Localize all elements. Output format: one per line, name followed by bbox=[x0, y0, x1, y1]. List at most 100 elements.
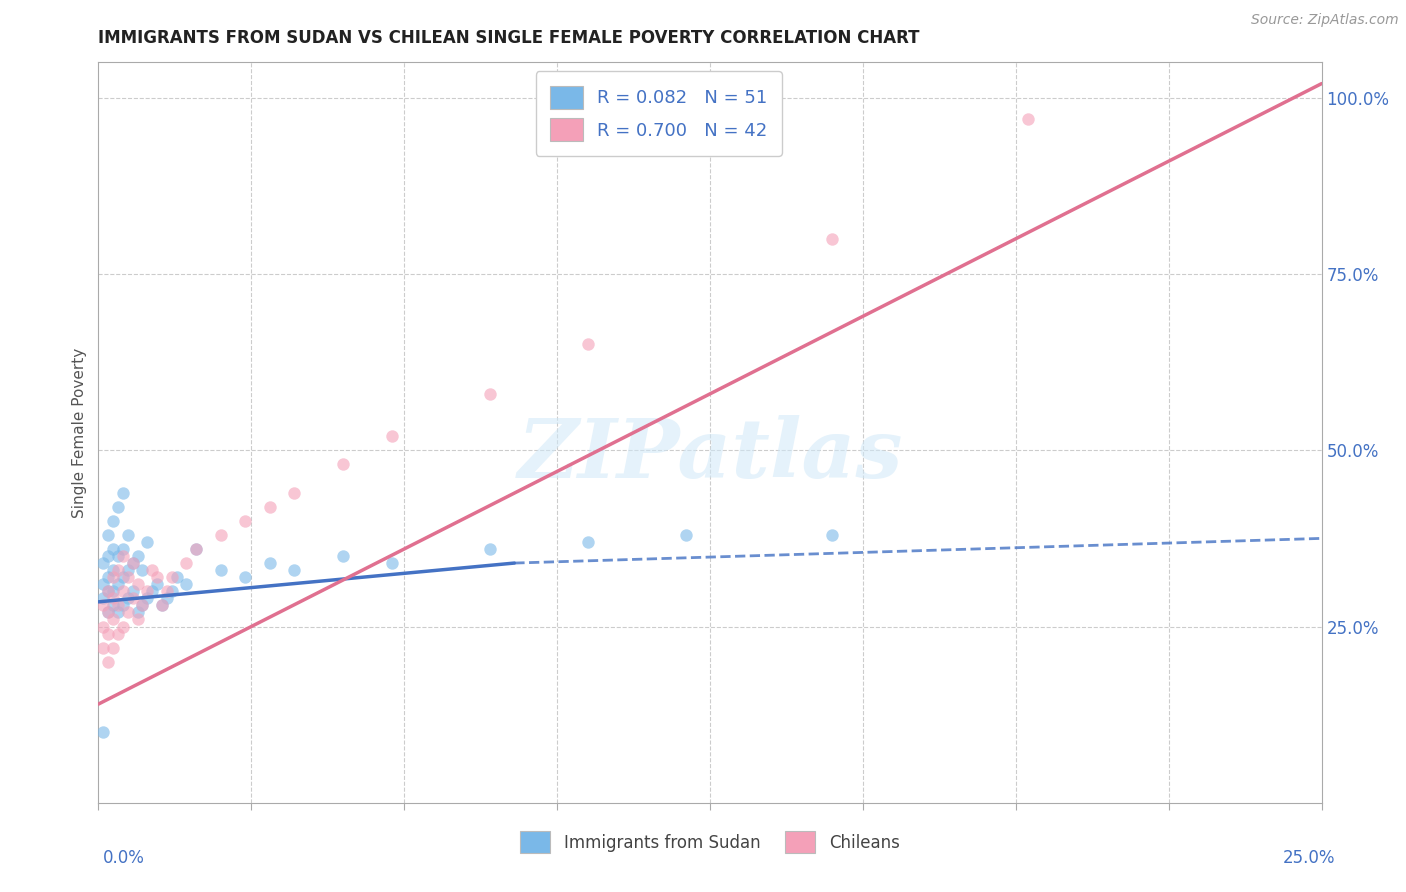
Point bbox=[332, 549, 354, 563]
Point bbox=[107, 563, 129, 577]
Point bbox=[127, 612, 149, 626]
Point bbox=[166, 570, 188, 584]
Point bbox=[101, 563, 124, 577]
Point bbox=[156, 591, 179, 606]
Point bbox=[97, 584, 120, 599]
Text: ZIPatlas: ZIPatlas bbox=[517, 415, 903, 495]
Point bbox=[101, 612, 124, 626]
Point bbox=[160, 570, 183, 584]
Point bbox=[576, 337, 599, 351]
Point bbox=[97, 584, 120, 599]
Point bbox=[136, 584, 159, 599]
Text: 25.0%: 25.0% bbox=[1284, 849, 1336, 867]
Point bbox=[478, 541, 501, 556]
Y-axis label: Single Female Poverty: Single Female Poverty bbox=[72, 348, 87, 517]
Point bbox=[176, 577, 198, 591]
Point bbox=[91, 556, 114, 570]
Point bbox=[186, 541, 208, 556]
Point bbox=[233, 514, 256, 528]
Point bbox=[141, 563, 163, 577]
Point bbox=[97, 655, 120, 669]
Point bbox=[209, 528, 232, 542]
Point bbox=[127, 577, 149, 591]
Point bbox=[111, 485, 134, 500]
Point bbox=[121, 591, 143, 606]
Point bbox=[121, 584, 143, 599]
Legend: Immigrants from Sudan, Chileans: Immigrants from Sudan, Chileans bbox=[512, 823, 908, 861]
Point bbox=[141, 584, 163, 599]
Point bbox=[111, 584, 134, 599]
Text: Source: ZipAtlas.com: Source: ZipAtlas.com bbox=[1251, 13, 1399, 28]
Point bbox=[101, 514, 124, 528]
Point bbox=[283, 485, 305, 500]
Text: IMMIGRANTS FROM SUDAN VS CHILEAN SINGLE FEMALE POVERTY CORRELATION CHART: IMMIGRANTS FROM SUDAN VS CHILEAN SINGLE … bbox=[98, 29, 920, 47]
Point bbox=[107, 599, 129, 613]
Point bbox=[131, 599, 153, 613]
Point bbox=[107, 549, 129, 563]
Point bbox=[111, 570, 134, 584]
Point bbox=[101, 541, 124, 556]
Point bbox=[821, 528, 844, 542]
Point bbox=[97, 606, 120, 620]
Point bbox=[121, 556, 143, 570]
Point bbox=[332, 458, 354, 472]
Point bbox=[576, 535, 599, 549]
Point bbox=[97, 626, 120, 640]
Point bbox=[146, 577, 169, 591]
Point bbox=[283, 563, 305, 577]
Point bbox=[107, 606, 129, 620]
Point bbox=[91, 599, 114, 613]
Point bbox=[101, 640, 124, 655]
Point bbox=[381, 556, 404, 570]
Point bbox=[121, 556, 143, 570]
Point bbox=[91, 591, 114, 606]
Point bbox=[101, 591, 124, 606]
Point bbox=[117, 570, 139, 584]
Point bbox=[91, 640, 114, 655]
Point bbox=[117, 528, 139, 542]
Point bbox=[91, 577, 114, 591]
Point bbox=[91, 725, 114, 739]
Point bbox=[136, 535, 159, 549]
Point bbox=[259, 556, 281, 570]
Text: 0.0%: 0.0% bbox=[103, 849, 145, 867]
Point bbox=[131, 563, 153, 577]
Point bbox=[91, 619, 114, 633]
Point bbox=[478, 387, 501, 401]
Point bbox=[107, 500, 129, 514]
Point bbox=[131, 599, 153, 613]
Point bbox=[97, 528, 120, 542]
Point bbox=[156, 584, 179, 599]
Point bbox=[111, 549, 134, 563]
Point bbox=[1017, 112, 1039, 126]
Point bbox=[176, 556, 198, 570]
Point bbox=[117, 591, 139, 606]
Point bbox=[97, 606, 120, 620]
Point bbox=[107, 577, 129, 591]
Point bbox=[675, 528, 697, 542]
Point bbox=[381, 429, 404, 443]
Point bbox=[150, 599, 173, 613]
Point bbox=[233, 570, 256, 584]
Point bbox=[136, 591, 159, 606]
Point bbox=[186, 541, 208, 556]
Point bbox=[160, 584, 183, 599]
Point bbox=[101, 599, 124, 613]
Point bbox=[107, 626, 129, 640]
Point bbox=[101, 570, 124, 584]
Point bbox=[97, 570, 120, 584]
Point bbox=[146, 570, 169, 584]
Point bbox=[117, 606, 139, 620]
Point bbox=[111, 599, 134, 613]
Point bbox=[259, 500, 281, 514]
Point bbox=[111, 619, 134, 633]
Point bbox=[117, 563, 139, 577]
Point bbox=[97, 549, 120, 563]
Point bbox=[821, 232, 844, 246]
Point bbox=[127, 549, 149, 563]
Point bbox=[150, 599, 173, 613]
Point bbox=[111, 541, 134, 556]
Point bbox=[127, 606, 149, 620]
Point bbox=[101, 584, 124, 599]
Point bbox=[209, 563, 232, 577]
